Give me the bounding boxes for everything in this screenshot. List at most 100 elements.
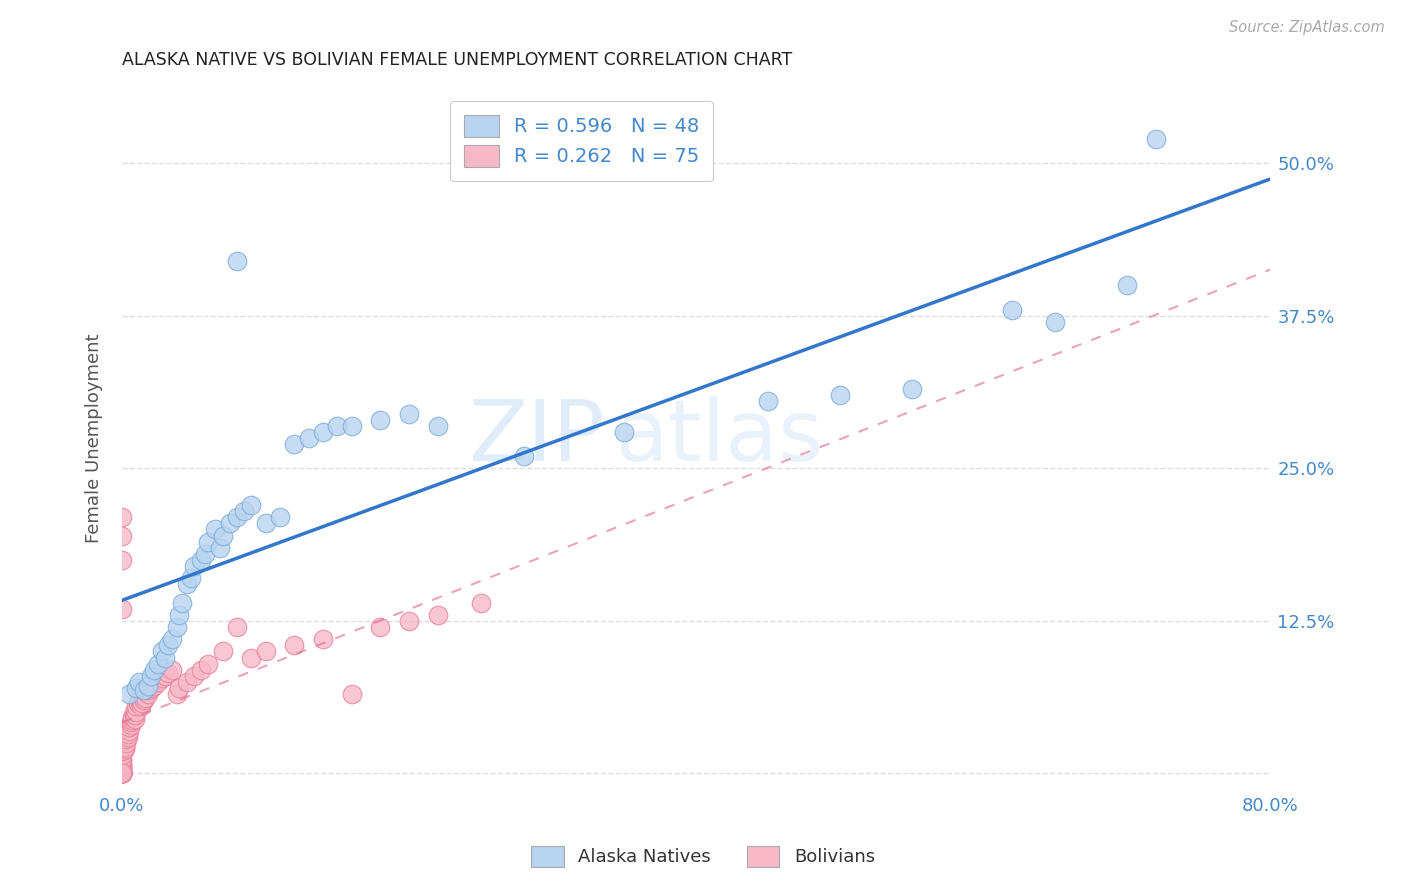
Point (111, 766, 134, 780)
Point (211, 528, 233, 542)
Point (190, 553, 212, 567)
Point (150, 671, 173, 685)
Point (118, 720, 141, 734)
Point (111, 601, 134, 615)
Point (122, 706, 145, 720)
Point (111, 762, 134, 776)
Point (326, 418, 349, 433)
Point (111, 765, 134, 780)
Point (162, 663, 184, 677)
Point (120, 715, 142, 730)
Point (111, 759, 134, 773)
Point (398, 614, 420, 628)
Point (225, 620, 247, 634)
Point (426, 418, 449, 433)
Point (312, 632, 335, 647)
Point (169, 607, 191, 622)
Point (233, 504, 256, 518)
Point (197, 534, 219, 549)
Point (156, 666, 179, 681)
Point (111, 744, 134, 758)
Point (139, 669, 162, 683)
Point (142, 663, 165, 677)
Point (111, 553, 134, 567)
Point (613, 425, 636, 439)
Point (269, 510, 291, 524)
Point (117, 727, 139, 741)
Point (111, 756, 134, 771)
Point (114, 739, 136, 754)
Point (172, 596, 194, 610)
Point (240, 650, 263, 665)
Point (122, 707, 145, 722)
Point (211, 644, 233, 658)
Point (1144, 132, 1167, 146)
Point (156, 638, 179, 652)
Point (136, 687, 159, 701)
Point (146, 657, 169, 671)
Point (225, 254, 247, 268)
Point (513, 449, 536, 463)
Point (138, 683, 160, 698)
Point (134, 690, 156, 705)
Point (283, 437, 305, 451)
Point (115, 732, 138, 747)
Point (132, 693, 155, 707)
Point (115, 736, 138, 750)
Point (176, 674, 198, 689)
Point (240, 498, 263, 512)
Point (169, 681, 191, 695)
Point (153, 650, 176, 665)
Point (111, 528, 134, 542)
Point (111, 754, 134, 768)
Point (131, 696, 153, 710)
Point (153, 669, 176, 683)
Text: atlas: atlas (616, 396, 824, 479)
Point (128, 674, 150, 689)
Point (124, 707, 146, 722)
Point (283, 638, 305, 652)
Point (183, 669, 205, 683)
Point (756, 394, 779, 409)
Point (111, 766, 134, 780)
Point (166, 620, 188, 634)
Point (125, 681, 148, 695)
Point (1043, 315, 1066, 329)
Point (111, 766, 134, 780)
Text: Source: ZipAtlas.com: Source: ZipAtlas.com (1229, 20, 1385, 35)
Point (111, 766, 134, 780)
Legend: R = 0.596   N = 48, R = 0.262   N = 75: R = 0.596 N = 48, R = 0.262 N = 75 (450, 101, 713, 181)
Point (111, 766, 134, 780)
Point (370, 620, 392, 634)
Point (111, 752, 134, 766)
Point (190, 663, 212, 677)
Point (150, 644, 173, 658)
Legend: Alaska Natives, Bolivians: Alaska Natives, Bolivians (524, 838, 882, 874)
Point (111, 763, 134, 777)
Point (146, 674, 169, 689)
Point (162, 632, 184, 647)
Point (114, 742, 136, 756)
Point (254, 516, 277, 531)
Point (120, 717, 142, 731)
Point (111, 766, 134, 780)
Text: ZIP: ZIP (468, 396, 605, 479)
Point (197, 657, 219, 671)
Point (127, 696, 149, 710)
Point (111, 764, 134, 778)
Point (340, 418, 363, 433)
Point (121, 710, 143, 724)
Point (370, 412, 392, 426)
Point (204, 523, 226, 537)
Point (1115, 278, 1137, 293)
Point (129, 699, 152, 714)
Point (125, 699, 148, 714)
Point (470, 596, 492, 610)
Point (111, 748, 134, 763)
Point (298, 431, 321, 445)
Point (132, 683, 155, 698)
Point (1001, 302, 1024, 317)
Point (124, 711, 146, 725)
Point (218, 516, 240, 531)
Point (254, 644, 277, 658)
